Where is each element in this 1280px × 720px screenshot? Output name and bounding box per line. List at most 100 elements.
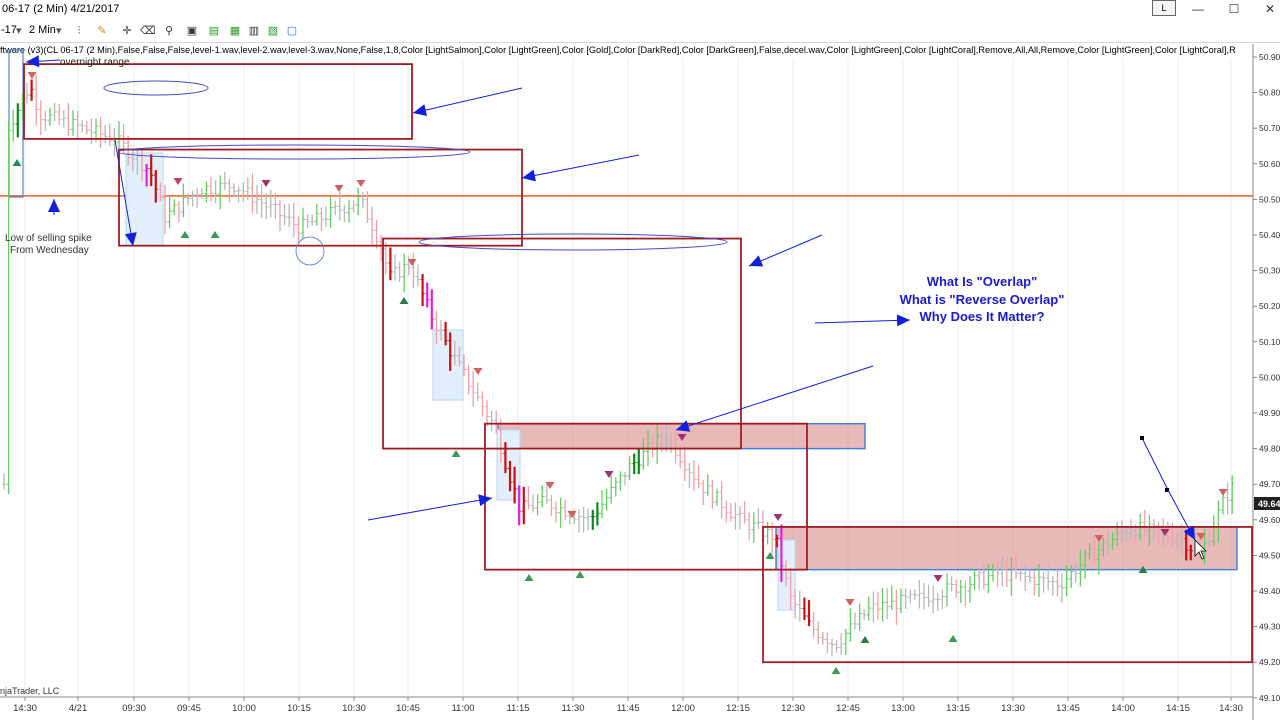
grid bbox=[24, 58, 1232, 697]
y-tick-label: 49.80 bbox=[1259, 444, 1280, 454]
sell-signal-triangle bbox=[1196, 533, 1206, 540]
sell-signal-triangle bbox=[567, 511, 577, 518]
eraser-icon[interactable]: ⌫ bbox=[140, 25, 156, 37]
x-tick-label: 11:30 bbox=[561, 703, 584, 714]
overnight-range-label: overnight range bbox=[60, 57, 130, 68]
indicators-icon[interactable]: ▦ bbox=[229, 25, 241, 37]
y-tick-label: 49.60 bbox=[1259, 515, 1280, 525]
sell-signal-triangle bbox=[473, 368, 483, 375]
sell-signal-triangle bbox=[773, 514, 783, 521]
buy-signal-triangle bbox=[765, 552, 775, 559]
crosshair-icon[interactable]: ✛ bbox=[122, 25, 132, 37]
arrow-head bbox=[124, 232, 137, 246]
sell-signal-triangle bbox=[356, 180, 366, 187]
x-tick-label: 10:15 bbox=[287, 703, 311, 714]
title-bar: 06-17 (2 Min) 4/21/2017 L — ☐ ✕ bbox=[0, 0, 1280, 20]
buy-signal-triangle bbox=[1138, 566, 1148, 573]
window-title: 06-17 (2 Min) 4/21/2017 bbox=[2, 3, 120, 15]
buy-signal-triangle bbox=[860, 636, 870, 643]
x-tick-label: 11:15 bbox=[506, 703, 529, 714]
x-tick-label: 11:00 bbox=[451, 703, 474, 714]
axes: 14:30 4/21 09:30 09:45 10:00 10:15 10:30 10:45 1… bbox=[13, 52, 1280, 714]
arrow-line bbox=[114, 139, 134, 247]
sell-signal-triangle bbox=[677, 434, 687, 441]
mouse-cursor-icon bbox=[1194, 539, 1207, 560]
question-why: Why Does It Matter? bbox=[920, 309, 1045, 324]
sell-signal-triangle bbox=[173, 178, 183, 185]
y-tick-label: 50.70 bbox=[1259, 123, 1280, 133]
sell-signal-triangle bbox=[545, 482, 555, 489]
properties-icon[interactable]: ▣ bbox=[186, 25, 198, 37]
range-box bbox=[118, 148, 523, 247]
y-tick-label: 50.20 bbox=[1259, 301, 1280, 311]
y-tick-label: 49.20 bbox=[1259, 657, 1280, 667]
arrow-head bbox=[676, 420, 691, 432]
last-price-badge bbox=[1254, 497, 1280, 510]
buy-signal-triangle bbox=[524, 574, 534, 581]
y-tick-label: 50.80 bbox=[1259, 88, 1280, 98]
maximize-button[interactable]: ☐ bbox=[1228, 2, 1240, 16]
sell-signal-triangle bbox=[1218, 489, 1228, 496]
interval-dropdown-icon[interactable]: ▾ bbox=[56, 25, 62, 37]
x-tick-label: 14:30 bbox=[13, 703, 37, 714]
minimize-button[interactable]: — bbox=[1192, 2, 1204, 16]
buy-signal-triangle bbox=[831, 667, 841, 674]
arrow-line bbox=[412, 87, 523, 114]
range-box bbox=[382, 237, 742, 450]
y-tick-label: 49.10 bbox=[1259, 693, 1280, 703]
anchor-point bbox=[1140, 436, 1144, 440]
y-tick-label: 49.70 bbox=[1259, 479, 1280, 489]
instrument-selector[interactable]: -17 bbox=[1, 24, 17, 36]
instrument-dropdown-icon[interactable]: ▾ bbox=[16, 25, 22, 37]
sell-signal-triangle bbox=[1094, 535, 1104, 542]
arrow-head bbox=[522, 169, 536, 182]
data-box-icon[interactable]: ▧ bbox=[267, 25, 279, 37]
x-tick-label: 13:00 bbox=[891, 703, 915, 714]
x-tick-label: 10:45 bbox=[396, 703, 420, 714]
interval-selector[interactable]: 2 Min bbox=[29, 24, 56, 36]
pencil-icon[interactable]: ✎ bbox=[97, 25, 107, 37]
range-box bbox=[23, 63, 413, 140]
y-tick-label: 50.60 bbox=[1259, 159, 1280, 169]
y-tick-label: 50.00 bbox=[1259, 372, 1280, 382]
x-tick-label: 11:45 bbox=[616, 703, 639, 714]
arrow-head bbox=[26, 55, 40, 68]
chart-toolbar: -17 ▾ 2 Min ▾ ⫶ ✎ ✛ ⌫ ⚲ ▣ ▤ ▦ ▥ ▧ ▢ bbox=[0, 20, 1280, 43]
y-tick-label: 49.50 bbox=[1259, 550, 1280, 560]
y-tick-label: 50.40 bbox=[1259, 230, 1280, 240]
templates-icon[interactable]: ▥ bbox=[248, 25, 260, 37]
arrow-head bbox=[478, 494, 492, 507]
bar-type-icon[interactable]: ⫶ bbox=[77, 25, 81, 37]
buy-signal-triangle bbox=[12, 159, 22, 166]
highlight-ellipse bbox=[117, 144, 471, 160]
strategies-icon[interactable]: ▤ bbox=[208, 25, 220, 37]
buy-signal-triangle bbox=[451, 450, 461, 457]
buy-signal-triangle bbox=[210, 231, 220, 238]
range-box bbox=[762, 526, 1253, 664]
last-price-label: 49.64 bbox=[1258, 499, 1280, 509]
copyright-label: njaTrader, LLC bbox=[0, 686, 60, 696]
highlight-ellipse bbox=[418, 233, 728, 251]
sell-signal-triangle bbox=[261, 180, 271, 187]
sell-signal-triangle bbox=[845, 599, 855, 606]
buy-signal-triangle bbox=[575, 571, 585, 578]
sell-signal-triangle bbox=[27, 72, 37, 79]
arrow-head bbox=[749, 255, 764, 267]
x-tick-label: 09:30 bbox=[122, 703, 146, 714]
y-tick-label: 50.10 bbox=[1259, 337, 1280, 347]
close-button[interactable]: ✕ bbox=[1264, 2, 1276, 16]
arrow-line bbox=[521, 154, 640, 179]
layout-badge[interactable]: L bbox=[1152, 0, 1176, 16]
overlap-zones bbox=[125, 152, 1238, 611]
trend-line bbox=[1141, 437, 1169, 491]
arrow-head bbox=[48, 199, 60, 212]
panel-icon[interactable]: ▢ bbox=[286, 25, 298, 37]
arrow-line bbox=[675, 365, 874, 431]
zoom-icon[interactable]: ⚲ bbox=[164, 25, 174, 37]
x-tick-label: 12:30 bbox=[781, 703, 805, 714]
arrow-line bbox=[814, 319, 911, 324]
y-tick-label: 49.40 bbox=[1259, 586, 1280, 596]
x-tick-label: 10:30 bbox=[342, 703, 366, 714]
buy-signal-triangle bbox=[948, 635, 958, 642]
